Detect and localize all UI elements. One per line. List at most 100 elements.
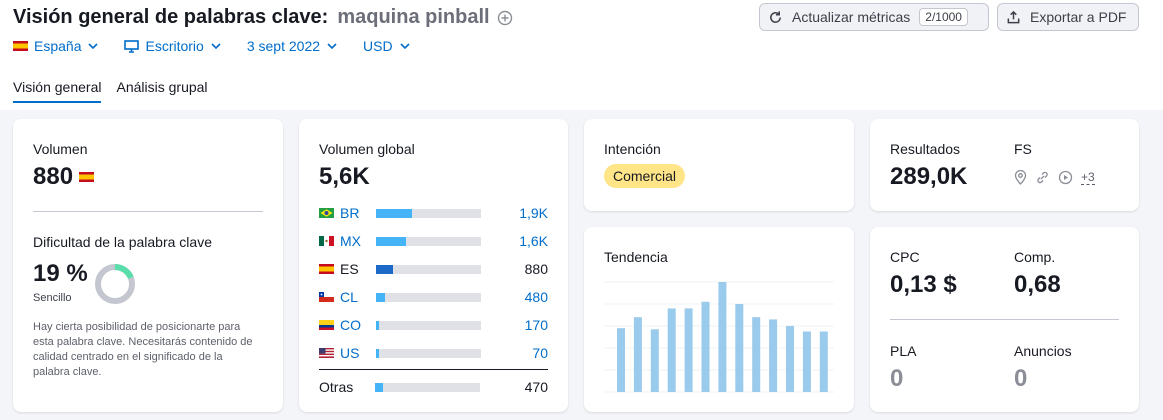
- currency-filter[interactable]: USD: [363, 38, 410, 54]
- spain-flag-icon: [79, 172, 95, 182]
- refresh-metrics-button[interactable]: Actualizar métricas 2/1000: [759, 3, 989, 31]
- country-row: US 70: [319, 345, 548, 361]
- trend-bar: [802, 331, 811, 392]
- cpc-value: 0,13 $: [890, 271, 957, 298]
- refresh-icon: [768, 10, 783, 25]
- es-flag-icon: [319, 264, 334, 274]
- difficulty-level: Sencillo: [33, 292, 72, 304]
- others-bar: [375, 382, 480, 392]
- volume-label: Volumen: [33, 141, 88, 157]
- country-row: CL 480: [319, 289, 548, 305]
- chevron-down-icon: [211, 42, 221, 50]
- country-code[interactable]: MX: [340, 233, 361, 249]
- country-row: BR 1,9K: [319, 205, 548, 221]
- country-row: MX 1,6K: [319, 233, 548, 249]
- mx-flag-icon: [319, 236, 334, 246]
- others-row: Otras 470: [319, 379, 548, 395]
- serp-features-icons: +3: [1014, 170, 1103, 185]
- country-value[interactable]: 170: [524, 317, 548, 333]
- trend-bar: [769, 319, 778, 392]
- country-code[interactable]: CL: [340, 289, 358, 305]
- trend-card: Tendencia: [584, 227, 854, 412]
- trend-bar: [617, 328, 625, 392]
- country-bar: [376, 320, 481, 330]
- trend-bar: [650, 329, 659, 392]
- spain-flag-icon: [13, 41, 28, 51]
- tab-overview[interactable]: Visión general: [13, 79, 102, 103]
- refresh-metrics-label: Actualizar métricas: [792, 9, 911, 25]
- pla-label: PLA: [890, 343, 917, 359]
- cl-flag-icon: [319, 292, 334, 302]
- country-filter[interactable]: España: [13, 38, 99, 54]
- sitelinks-icon: [1035, 170, 1050, 185]
- intent-card: Intención Comercial: [584, 119, 854, 211]
- add-keyword-icon[interactable]: [497, 10, 513, 26]
- results-value: 289,0K: [890, 163, 968, 190]
- device-filter-label: Escritorio: [145, 38, 204, 54]
- country-row: CO 170: [319, 317, 548, 333]
- export-pdf-button[interactable]: Exportar a PDF: [997, 3, 1139, 31]
- more-features-link[interactable]: +3: [1081, 169, 1095, 185]
- cpc-card: CPC 0,13 $ Comp. 0,68 PLA 0 Anuncios 0: [870, 227, 1139, 412]
- refresh-counter-badge: 2/1000: [919, 8, 968, 26]
- country-row: ES 880: [319, 261, 548, 277]
- country-bar-fill: [376, 348, 379, 358]
- volume-value: 880: [33, 163, 74, 190]
- others-label: Otras: [319, 379, 354, 395]
- device-filter[interactable]: Escritorio: [124, 38, 221, 54]
- country-bar-fill: [376, 320, 379, 330]
- global-volume-card: Volumen global 5,6K BR 1,9K MX 1,6K ES 880 CL 4…: [299, 119, 568, 412]
- country-code[interactable]: US: [340, 345, 360, 361]
- fs-label: FS: [1014, 141, 1032, 157]
- date-filter[interactable]: 3 sept 2022: [247, 38, 337, 54]
- ads-label: Anuncios: [1014, 343, 1072, 359]
- divider: [33, 211, 263, 212]
- comp-label: Comp.: [1014, 249, 1056, 265]
- country-filter-label: España: [34, 38, 82, 54]
- country-value[interactable]: 1,9K: [519, 205, 548, 221]
- others-bar-fill: [375, 382, 383, 392]
- country-bar: [376, 236, 481, 246]
- cpc-label: CPC: [890, 249, 920, 265]
- results-label: Resultados: [890, 141, 961, 157]
- export-icon: [1006, 10, 1021, 25]
- difficulty-donut-arc: [95, 264, 135, 304]
- trend-bar: [752, 317, 761, 392]
- page-title: Visión general de palabras clave:: [13, 6, 329, 28]
- date-filter-label: 3 sept 2022: [246, 38, 321, 54]
- volume-difficulty-card: Volumen 880 Dificultad de la palabra cla…: [13, 119, 283, 412]
- br-flag-icon: [319, 208, 334, 218]
- tab-group-analysis[interactable]: Análisis grupal: [116, 79, 208, 95]
- chevron-down-icon: [400, 42, 410, 50]
- export-pdf-label: Exportar a PDF: [1030, 9, 1127, 25]
- trend-bar: [701, 301, 710, 392]
- results-card: Resultados 289,0K FS +3: [870, 119, 1139, 211]
- country-bar-fill: [376, 292, 385, 302]
- trend-label: Tendencia: [604, 249, 668, 265]
- country-value[interactable]: 1,6K: [519, 233, 548, 249]
- country-code[interactable]: BR: [340, 205, 360, 221]
- trend-bar: [819, 331, 828, 392]
- country-value[interactable]: 480: [524, 289, 548, 305]
- keyword-title: maquina pinball: [337, 6, 490, 28]
- difficulty-value: 19 %: [33, 260, 88, 287]
- pla-value: 0: [890, 365, 904, 392]
- country-value: 880: [524, 261, 548, 277]
- trend-bar: [667, 308, 676, 392]
- filters-bar: España Escritorio 3 sept 2022 USD: [13, 38, 436, 54]
- difficulty-label: Dificultad de la palabra clave: [33, 234, 212, 250]
- divider: [890, 319, 1119, 320]
- trend-bar: [786, 326, 794, 392]
- intent-label: Intención: [604, 141, 661, 157]
- trend-bar: [633, 317, 642, 392]
- country-bar-fill: [376, 264, 393, 274]
- local-pack-icon: [1014, 170, 1027, 185]
- trend-chart: [604, 281, 834, 393]
- title-row: Visión general de palabras clave: maquin…: [13, 6, 513, 29]
- comp-value: 0,68: [1014, 271, 1061, 298]
- volume-value-row: 880: [33, 163, 95, 191]
- country-bar-fill: [376, 208, 412, 218]
- desktop-icon: [124, 39, 140, 53]
- country-value[interactable]: 70: [532, 345, 548, 361]
- country-code[interactable]: CO: [340, 317, 361, 333]
